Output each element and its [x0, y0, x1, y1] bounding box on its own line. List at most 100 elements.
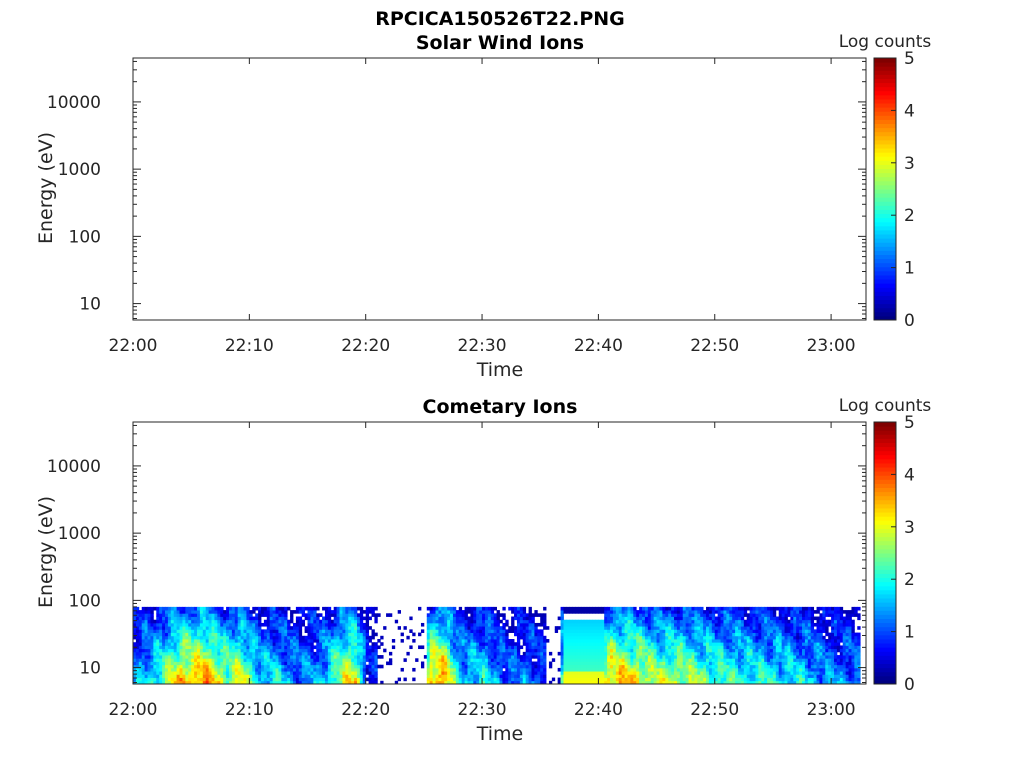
- spectrogram-cell: [266, 632, 271, 637]
- spectrogram-cell: [333, 610, 338, 614]
- spectrogram-cell: [778, 639, 783, 643]
- spectrogram-cell: [441, 632, 445, 637]
- spectrogram-cell: [644, 619, 649, 624]
- spectrogram-cell: [516, 613, 521, 617]
- spectrogram-cell: [223, 642, 227, 646]
- spectrogram-cell: [700, 639, 704, 643]
- spectrogram-cell: [636, 661, 640, 666]
- spectrogram-cell: [775, 667, 780, 672]
- spectrogram-cell: [781, 655, 785, 659]
- spectrogram-cell: [226, 632, 230, 637]
- spectrogram-cell: [467, 642, 471, 646]
- spectrogram-cell: [228, 674, 233, 678]
- spectrogram-cell: [255, 632, 259, 637]
- spectrogram-cell: [159, 671, 163, 675]
- spectrogram-cell: [170, 671, 175, 675]
- spectrogram-cell: [217, 635, 221, 640]
- colorbar-frame: [873, 57, 897, 321]
- spectrogram-cell: [167, 651, 172, 656]
- spectrogram-cell: [240, 664, 244, 669]
- spectrogram-cell: [295, 671, 300, 675]
- spectrogram-cell: [214, 626, 218, 630]
- spectrogram-cell: [220, 626, 224, 630]
- spectrogram-cell: [630, 655, 634, 659]
- spectrogram-cell: [173, 645, 178, 650]
- spectrogram-cell: [359, 639, 364, 643]
- spectrogram-cell: [452, 622, 457, 627]
- spectrogram-cell: [156, 680, 160, 685]
- spectrogram-cell: [444, 626, 448, 630]
- spectrogram-cell: [662, 655, 666, 659]
- spectrogram-cell: [374, 667, 378, 672]
- spectrogram-cell: [732, 658, 736, 662]
- spectrogram-cell: [237, 622, 242, 627]
- spectrogram-cell: [237, 677, 242, 682]
- spectrogram-cell: [519, 661, 524, 666]
- spectrogram-cell: [150, 632, 154, 637]
- spectrogram-cell: [243, 648, 247, 653]
- spectrogram-cell: [714, 629, 719, 633]
- spectrogram-cell: [522, 616, 527, 621]
- spectrogram-cell: [732, 635, 736, 640]
- spectrogram-cell: [324, 632, 329, 637]
- spectrogram-cell: [706, 639, 710, 643]
- spectrogram-cell: [682, 629, 687, 633]
- spectrogram-cell: [196, 635, 201, 640]
- spectrogram-cell: [586, 655, 591, 659]
- spectrogram-cell: [636, 664, 640, 669]
- spectrogram-cell: [714, 680, 719, 685]
- spectrogram-cell: [560, 606, 564, 611]
- spectrogram-cell: [578, 651, 582, 656]
- spectrogram-cell: [612, 648, 617, 653]
- spectrogram-cell: [138, 680, 143, 685]
- spectrogram-cell: [775, 661, 780, 666]
- spectrogram-cell: [473, 658, 477, 662]
- spectrogram-cell: [560, 674, 564, 678]
- spectrogram-cell: [455, 616, 460, 621]
- spectrogram-cell: [342, 648, 346, 653]
- spectrogram-cell: [743, 648, 748, 653]
- spectrogram-cell: [258, 610, 262, 614]
- spectrogram-cell: [420, 645, 425, 650]
- spectrogram-cell: [746, 635, 751, 640]
- spectrogram-cell: [226, 613, 230, 617]
- spectrogram-cell: [188, 648, 192, 653]
- spectrogram-cell: [697, 667, 701, 672]
- spectrogram-cell: [444, 610, 448, 614]
- spectrogram-cell: [746, 671, 751, 675]
- spectrogram-cell: [234, 661, 239, 666]
- spectrogram-cell: [656, 667, 660, 672]
- spectrogram-cell: [781, 642, 785, 646]
- spectrogram-cell: [772, 606, 777, 611]
- spectrogram-cell: [156, 664, 160, 669]
- spectrogram-cell: [589, 622, 593, 627]
- spectrogram-cell: [647, 661, 652, 666]
- spectrogram-cell: [249, 648, 253, 653]
- spectrogram-cell: [668, 610, 672, 614]
- spectrogram-cell: [522, 619, 527, 624]
- spectrogram-cell: [234, 645, 239, 650]
- spectrogram-cell: [653, 619, 657, 624]
- spectrogram-cell: [217, 639, 221, 643]
- spectrogram-cell: [708, 648, 713, 653]
- spectrogram-cell: [598, 635, 602, 640]
- spectrogram-cell: [205, 619, 210, 624]
- spectrogram-cell: [784, 667, 788, 672]
- spectrogram-cell: [691, 667, 695, 672]
- spectrogram-cell: [543, 606, 547, 611]
- spectrogram-cell: [479, 642, 483, 646]
- spectrogram-cell: [356, 671, 361, 675]
- spectrogram-cell: [473, 610, 477, 614]
- spectrogram-cell: [676, 610, 681, 614]
- spectrogram-cell: [528, 677, 532, 682]
- spectrogram-cell: [543, 635, 547, 640]
- spectrogram-cell: [327, 613, 332, 617]
- spectrogram-cell: [159, 629, 163, 633]
- spectrogram-cell: [354, 619, 358, 624]
- spectrogram-cell: [575, 680, 579, 685]
- spectrogram-cell: [348, 606, 352, 611]
- spectrogram-cell: [234, 667, 239, 672]
- spectrogram-cell: [604, 619, 608, 624]
- spectrogram-cell: [487, 655, 492, 659]
- spectrogram-cell: [269, 674, 274, 678]
